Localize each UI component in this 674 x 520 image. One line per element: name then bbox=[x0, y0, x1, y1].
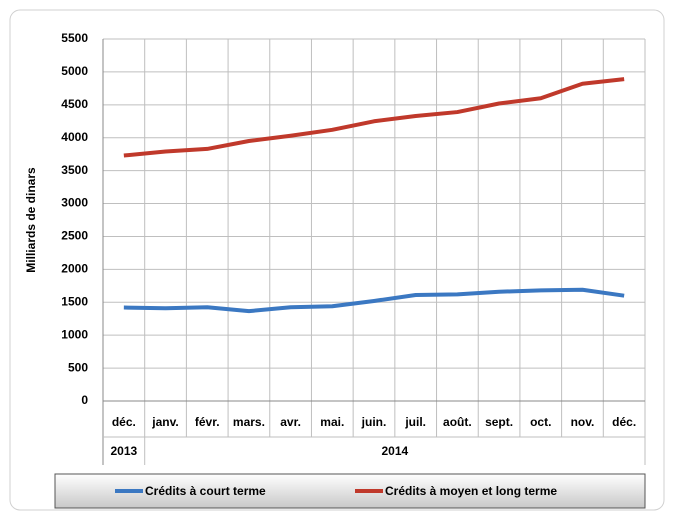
legend-label: Crédits à moyen et long terme bbox=[385, 484, 557, 498]
x-tick-label: août. bbox=[443, 415, 472, 429]
y-tick-label: 1000 bbox=[61, 327, 88, 341]
y-tick-label: 4500 bbox=[61, 97, 88, 111]
chart-frame bbox=[9, 9, 665, 511]
series-line bbox=[123, 287, 625, 314]
x-tick-label: sept. bbox=[485, 415, 513, 429]
x-tick-label: mars. bbox=[233, 415, 265, 429]
x-tick-label: juil. bbox=[404, 415, 426, 429]
y-tick-label: 500 bbox=[68, 360, 88, 374]
y-tick-label: 1500 bbox=[61, 294, 88, 308]
y-tick-label: 0 bbox=[81, 393, 88, 407]
y-tick-label: 3500 bbox=[61, 163, 88, 177]
group-label: 2013 bbox=[110, 444, 137, 458]
y-tick-label: 2000 bbox=[61, 262, 88, 276]
legend-label: Crédits à court terme bbox=[145, 484, 266, 498]
y-tick-label: 4000 bbox=[61, 130, 88, 144]
x-tick-label: avr. bbox=[280, 415, 301, 429]
x-tick-label: févr. bbox=[195, 415, 220, 429]
x-tick-label: oct. bbox=[530, 415, 551, 429]
x-tick-label: mai. bbox=[320, 415, 344, 429]
x-tick-label: nov. bbox=[571, 415, 595, 429]
x-tick-label: juin. bbox=[361, 415, 387, 429]
y-tick-label: 2500 bbox=[61, 229, 88, 243]
group-label: 2014 bbox=[381, 444, 408, 458]
y-tick-label: 3000 bbox=[61, 196, 88, 210]
x-tick-label: déc. bbox=[612, 415, 636, 429]
y-tick-label: 5000 bbox=[61, 64, 88, 78]
x-tick-label: déc. bbox=[112, 415, 136, 429]
series-line bbox=[123, 77, 625, 158]
x-tick-label: janv. bbox=[151, 415, 178, 429]
y-tick-label: 5500 bbox=[61, 31, 88, 45]
legend-box bbox=[54, 473, 646, 509]
y-axis-label: Milliards de dinars bbox=[24, 167, 38, 273]
